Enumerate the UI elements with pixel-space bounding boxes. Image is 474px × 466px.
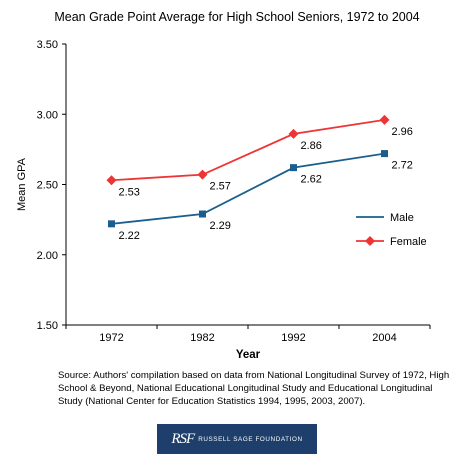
- male-data-label: 2.22: [119, 230, 140, 242]
- logo-name: RUSSELL SAGE FOUNDATION: [198, 435, 303, 443]
- female-legend-marker: [365, 236, 375, 246]
- x-axis-title: Year: [236, 349, 261, 361]
- x-tick-label: 2004: [372, 332, 396, 344]
- female-data-label: 2.57: [210, 181, 231, 193]
- y-tick-label: 3.50: [37, 39, 58, 51]
- female-data-label: 2.96: [392, 126, 413, 138]
- y-tick-label: 2.50: [37, 180, 58, 192]
- female-data-point: [106, 175, 117, 186]
- x-tick-label: 1972: [99, 332, 123, 344]
- chart-svg: 1.50 2.00 2.50 3.00 3.50 1972 1982 1992 2004 Year…: [16, 39, 431, 361]
- male-data-point: [108, 220, 115, 228]
- female-legend-label: Female: [390, 236, 427, 248]
- y-tick-label: 2.00: [37, 250, 58, 262]
- male-data-point: [290, 164, 297, 172]
- female-data-point: [197, 169, 208, 180]
- y-tick-label: 3.00: [37, 109, 58, 121]
- male-series-line: [111, 152, 385, 225]
- male-legend-label: Male: [390, 212, 414, 224]
- female-data-point: [288, 128, 299, 139]
- male-data-point: [381, 150, 388, 158]
- chart-title: Mean Grade Point Average for High School…: [54, 10, 420, 24]
- logo-monogram: RSF: [171, 430, 195, 447]
- y-axis-title: Mean GPA: [16, 157, 28, 211]
- male-data-label: 2.62: [301, 174, 322, 186]
- russell-sage-foundation-logo: RSF RUSSELL SAGE FOUNDATION: [157, 424, 317, 454]
- female-data-label: 2.53: [119, 186, 140, 198]
- male-data-point: [199, 210, 206, 218]
- x-tick-label: 1992: [281, 332, 305, 344]
- source-note: Source: Authors' compilation based on da…: [58, 370, 450, 407]
- x-tick-label: 1982: [190, 332, 214, 344]
- female-series-line: [111, 118, 385, 182]
- female-data-point: [379, 114, 390, 125]
- male-data-label: 2.29: [210, 220, 231, 232]
- male-data-label: 2.72: [392, 160, 413, 172]
- female-data-label: 2.86: [301, 140, 322, 152]
- y-tick-label: 1.50: [37, 320, 58, 332]
